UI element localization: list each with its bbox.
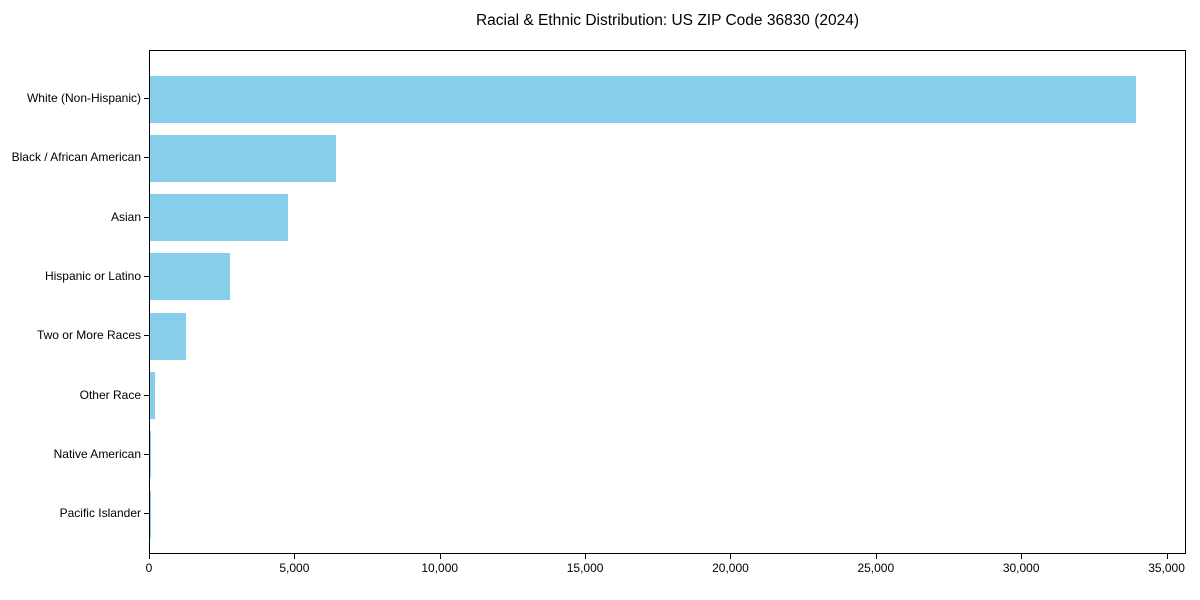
y-tick-label: Other Race [79, 387, 141, 402]
bar [150, 312, 187, 360]
x-tick-label: 10,000 [421, 561, 459, 575]
bar [150, 372, 155, 419]
x-tick-mark [439, 554, 441, 559]
x-tick-label: 30,000 [1002, 561, 1040, 575]
bar [150, 253, 230, 301]
x-tick-mark [730, 554, 732, 559]
x-tick-label: 20,000 [712, 561, 749, 575]
y-tick-mark [144, 453, 149, 455]
y-tick-label: Asian [110, 209, 141, 224]
x-tick-label: 5,000 [279, 561, 310, 575]
x-tick-label: 15,000 [566, 561, 604, 575]
y-tick-label: Native American [53, 446, 141, 461]
y-tick-mark [144, 513, 149, 515]
y-tick-mark [144, 394, 149, 396]
y-tick-label: Two or More Races [36, 328, 141, 343]
y-tick-label: Black / African American [11, 150, 141, 165]
x-tick-mark [294, 554, 296, 559]
x-tick-mark [149, 554, 150, 559]
x-tick-mark [1166, 554, 1168, 559]
chart-title: Racial & Ethnic Distribution: US ZIP Cod… [475, 12, 860, 29]
y-tick-label: Pacific Islander [59, 506, 141, 521]
bar [150, 134, 336, 182]
y-tick-label: Hispanic or Latino [44, 268, 141, 283]
x-tick-label: 25,000 [857, 561, 895, 575]
x-tick-mark [875, 554, 877, 559]
bar [150, 194, 288, 242]
y-tick-mark [144, 157, 149, 159]
x-tick-label: 0 [145, 561, 153, 575]
x-tick-label: 35,000 [1148, 561, 1185, 575]
bar [150, 75, 1136, 123]
x-tick-mark [1021, 554, 1023, 559]
y-tick-mark [144, 335, 149, 337]
y-tick-mark [144, 98, 149, 99]
y-tick-mark [144, 216, 149, 218]
y-tick-label: White (Non-Hispanic) [26, 91, 141, 105]
y-tick-mark [144, 275, 149, 277]
bar [150, 431, 151, 479]
plot-area [149, 50, 1186, 554]
x-tick-mark [585, 554, 587, 559]
